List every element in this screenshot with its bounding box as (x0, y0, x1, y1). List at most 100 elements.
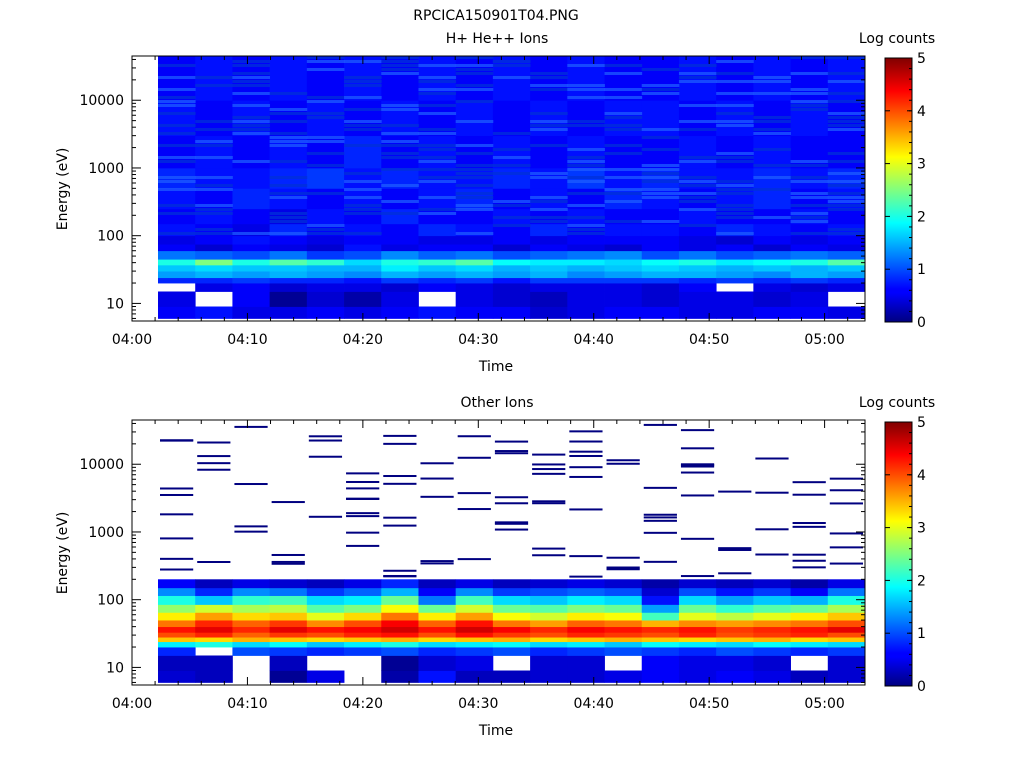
heatmap-cell (641, 595, 680, 605)
count-line (346, 512, 380, 515)
heatmap-stripe (716, 104, 754, 107)
heatmap-stripe (195, 232, 233, 235)
heatmap-stripe (232, 80, 271, 83)
heatmap-cell (418, 670, 457, 683)
heatmap-stripe (716, 208, 754, 211)
count-line (271, 562, 305, 565)
heatmap-stripe (232, 120, 271, 123)
heatmap-cell (790, 264, 829, 272)
heatmap-stripe (604, 144, 643, 147)
count-line (532, 502, 566, 505)
heatmap-cell (232, 135, 271, 169)
heatmap-stripe (344, 172, 382, 175)
heatmap-cell (641, 235, 680, 245)
heatmap-stripe (232, 84, 271, 87)
heatmap-cell (678, 250, 717, 260)
heatmap-stripe (195, 184, 233, 187)
heatmap-stripe (195, 128, 233, 131)
count-line (755, 528, 789, 531)
heatmap-cell (306, 579, 345, 589)
y-tick-label: 10 (106, 660, 124, 676)
heatmap-cell (716, 264, 754, 272)
colorbar-tick-label: 1 (917, 262, 926, 278)
colorbar (884, 421, 913, 687)
count-line (606, 459, 640, 462)
heatmap-cell (269, 100, 308, 137)
count-line (829, 489, 863, 492)
heatmap-cell (269, 264, 308, 272)
heatmap-cell (716, 271, 754, 279)
count-line (680, 537, 715, 540)
heatmap-stripe (530, 196, 568, 199)
count-line (643, 516, 677, 519)
heatmap-cell (641, 626, 680, 633)
count-line (383, 482, 417, 485)
heatmap-stripe (641, 220, 680, 223)
count-line (792, 559, 826, 562)
heatmap-cell (269, 277, 308, 284)
heatmap-stripe (455, 72, 494, 75)
sparse-count-lines (160, 423, 863, 578)
heatmap-stripe (530, 172, 568, 175)
heatmap-cell (492, 587, 531, 596)
heatmap-stripe (418, 196, 457, 199)
heatmap-cell (418, 250, 457, 260)
heatmap-cell (716, 595, 754, 605)
heatmap-cell (455, 100, 494, 137)
heatmap-cell (158, 595, 196, 605)
heatmap-stripe (158, 96, 196, 99)
heatmap-stripe (269, 232, 308, 235)
heatmap-cell (790, 626, 829, 633)
heatmap-cell (418, 259, 457, 266)
heatmap-cell (232, 235, 271, 245)
heatmap-cell (604, 188, 643, 210)
heatmap-cell (827, 604, 866, 613)
count-line (197, 455, 231, 458)
heatmap-cell (492, 604, 531, 613)
heatmap-cell (195, 595, 233, 605)
count-line (346, 544, 380, 547)
heatmap-stripe (306, 140, 345, 143)
heatmap-stripe (716, 184, 754, 187)
heatmap-cell (716, 637, 754, 643)
heatmap-stripe (790, 204, 829, 207)
colorbar-tick-label: 0 (917, 679, 926, 695)
heatmap-cell (306, 641, 345, 648)
heatmap-stripe (641, 68, 680, 71)
axes: 04:00 04:10 04:20 04:30 04:40 04:50 05:00 10 100… (79, 420, 865, 712)
heatmap-cell (604, 277, 643, 284)
heatmap-cell (678, 620, 717, 628)
heatmap-cell (195, 188, 233, 210)
count-line (346, 487, 380, 490)
heatmap-cell (716, 235, 754, 245)
heatmap-cell (567, 291, 605, 307)
count-line (197, 468, 231, 471)
heatmap-cell (306, 250, 345, 260)
heatmap-stripe (753, 76, 791, 79)
heatmap-cell (381, 641, 419, 648)
heatmap-cell (678, 637, 717, 643)
heatmap-stripe (604, 176, 643, 179)
heatmap-cell (344, 587, 382, 596)
colorbar (884, 57, 913, 323)
count-line (606, 462, 640, 465)
heatmap-cell (716, 167, 754, 189)
heatmap-cell (344, 579, 382, 589)
heatmap-stripe (716, 180, 754, 183)
heatmap-cell (381, 655, 419, 671)
count-line (755, 457, 789, 460)
count-line (569, 575, 603, 578)
count-line (569, 555, 603, 558)
heatmap-stripe (381, 212, 419, 215)
heatmap-cell (195, 271, 233, 279)
heatmap-cell (604, 604, 643, 613)
heatmap-stripe (158, 232, 196, 235)
heatmap-stripe (678, 80, 717, 83)
heatmap-stripe (641, 164, 680, 167)
x-tick-label: 05:00 (804, 332, 844, 348)
heatmap-stripe (604, 128, 643, 131)
heatmap-stripe (306, 116, 345, 119)
heatmap-cell (381, 223, 419, 237)
heatmap-stripe (790, 104, 829, 107)
